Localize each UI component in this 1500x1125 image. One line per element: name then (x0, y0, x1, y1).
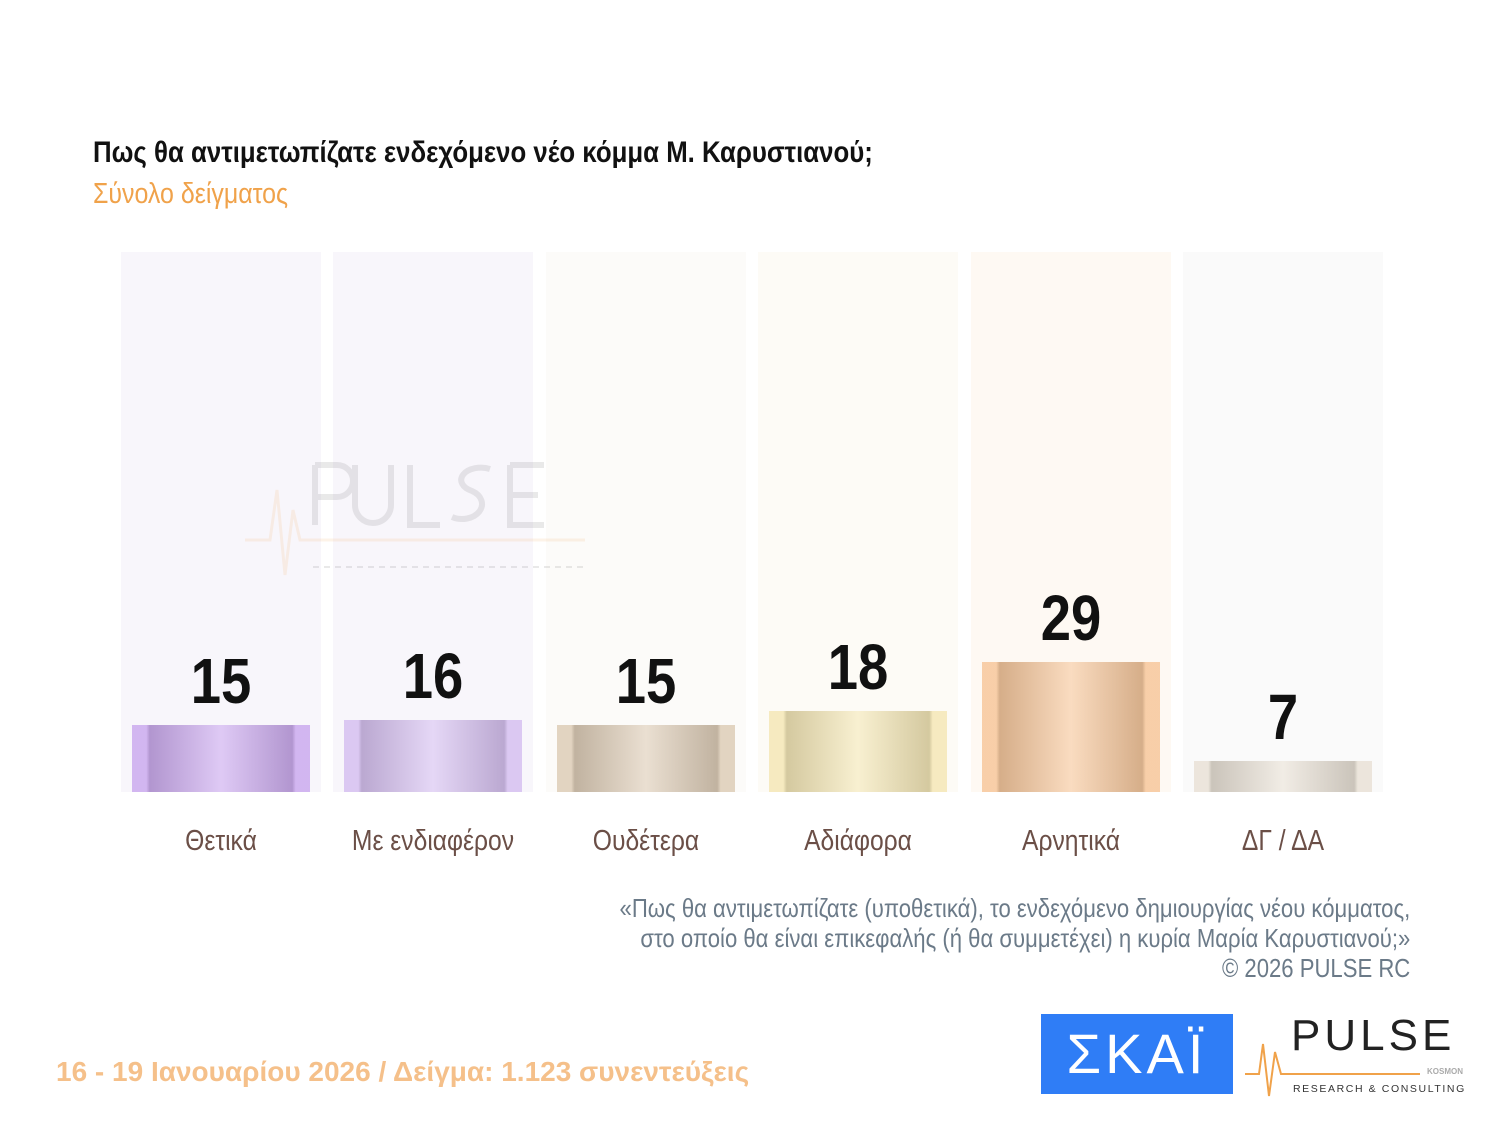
chart-subtitle: Σύνολο δείγματος (93, 178, 289, 210)
category-label: Θετικά (185, 825, 257, 857)
bar-4 (981, 661, 1160, 792)
question-note: «Πως θα αντιμετωπίζατε (υποθετικά), το ε… (619, 893, 1410, 983)
chart-title: Πως θα αντιμετωπίζατε ενδεχόμενο νέο κόμ… (93, 136, 873, 169)
bar-2 (556, 724, 735, 792)
copyright: © 2026 PULSE RC (1221, 953, 1410, 983)
category-label: Αρνητικά (1021, 825, 1120, 857)
data-label: 29 (1040, 581, 1101, 654)
category-label: Με ενδιαφέρον (352, 825, 515, 857)
category-label: ΔΓ / ΔΑ (1241, 825, 1325, 857)
pulse-watermark (245, 462, 585, 576)
bar-0 (132, 724, 310, 792)
column-background (333, 252, 534, 792)
skai-logo: ΣΚΑΪ (1041, 1014, 1233, 1094)
column-background (121, 252, 321, 792)
bar-3 (769, 711, 948, 792)
pulse-logo-sub: RESEARCH & CONSULTING (1293, 1083, 1466, 1095)
bar-5 (1194, 760, 1372, 792)
data-label: 15 (190, 644, 252, 717)
note-line-2: στο οποίο θα είναι επικεφαλής (ή θα συμμ… (640, 923, 1410, 953)
data-label: 15 (615, 644, 677, 717)
category-label: Αδιάφορα (804, 825, 913, 857)
column-background (545, 252, 746, 792)
data-label: 7 (1267, 680, 1299, 753)
data-label: 18 (827, 631, 889, 703)
data-label: 16 (403, 640, 464, 712)
bar-1 (344, 720, 523, 792)
pulse-kosmon: KOSMON (1427, 1067, 1463, 1076)
category-label: Ουδέτερα (592, 825, 699, 857)
pulse-logo-text: PULSE (1291, 1011, 1455, 1060)
pulse-logo: PULSE KOSMON RESEARCH & CONSULTING (1245, 1011, 1466, 1097)
note-line-1: «Πως θα αντιμετωπίζατε (υποθετικά), το ε… (619, 893, 1410, 923)
column-background (1183, 252, 1383, 792)
column-background (758, 252, 959, 792)
fieldwork-footer: 16 - 19 Ιανουαρίου 2026 / Δείγμα: 1.123 … (56, 1056, 750, 1087)
skai-logo-text: ΣΚΑΪ (1066, 1022, 1208, 1085)
